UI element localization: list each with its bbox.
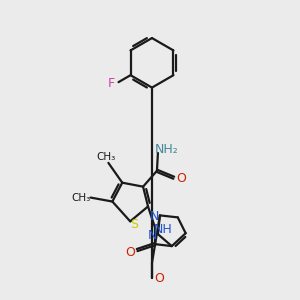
Text: F: F — [108, 76, 115, 90]
Text: N: N — [147, 229, 157, 242]
Text: S: S — [130, 218, 138, 231]
Text: CH₃: CH₃ — [97, 152, 116, 162]
Text: NH₂: NH₂ — [155, 142, 179, 155]
Text: O: O — [176, 172, 186, 185]
Text: O: O — [125, 245, 135, 259]
Text: NH: NH — [154, 223, 172, 236]
Text: CH₃: CH₃ — [71, 193, 90, 202]
Text: O: O — [154, 272, 164, 285]
Text: N: N — [149, 210, 159, 223]
